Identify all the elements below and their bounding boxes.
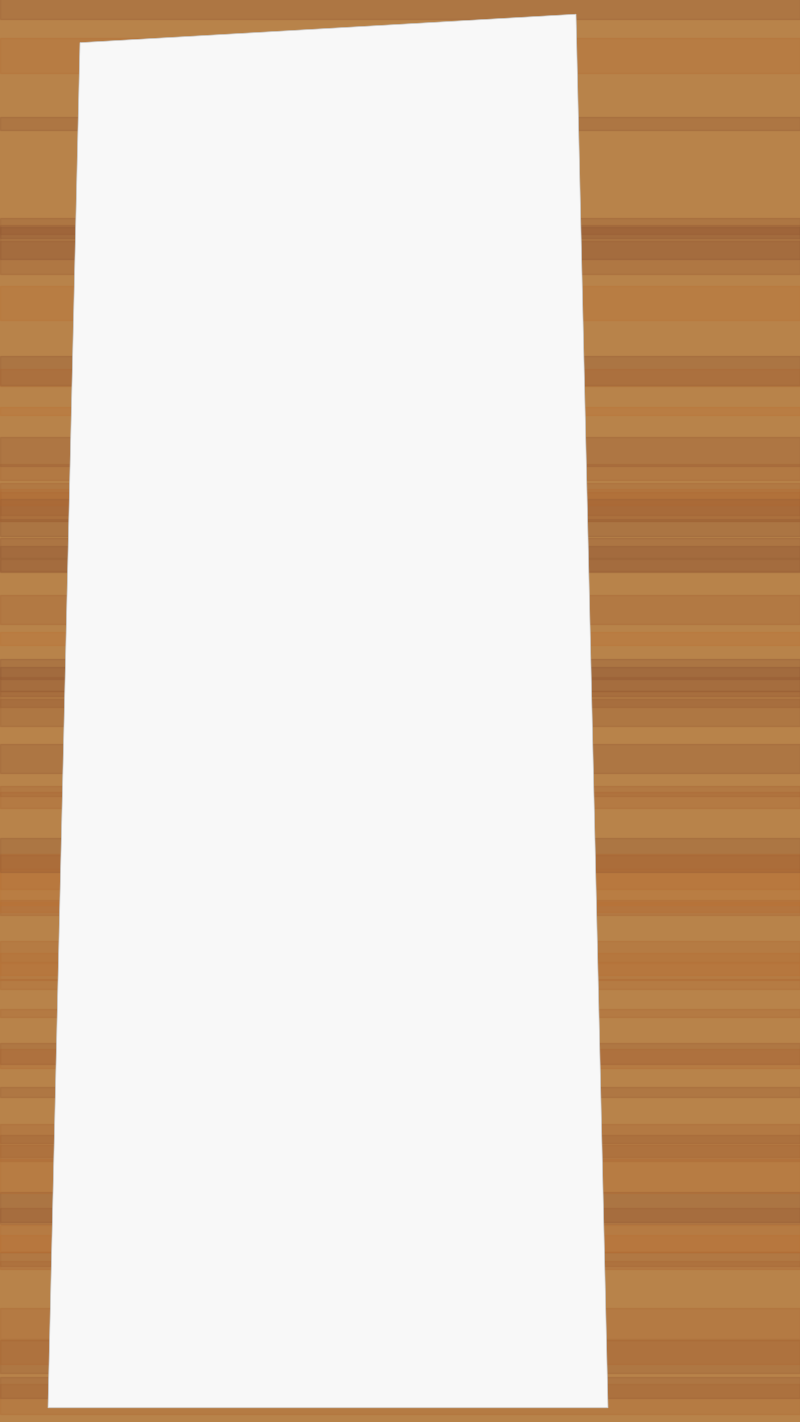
Text: e)  $m\angle XVT$ = __________: e) $m\angle XVT$ = __________ xyxy=(112,1229,264,1246)
Bar xyxy=(0,1251,800,1266)
Text: d)  $m\angle XTV$ = __________: d) $m\angle XTV$ = __________ xyxy=(323,1165,475,1182)
Bar xyxy=(0,1049,800,1068)
Text: $m\angle 2=4x-2$: $m\angle 2=4x-2$ xyxy=(387,0,473,3)
Text: 2: 2 xyxy=(175,528,183,540)
Bar xyxy=(0,1340,800,1364)
Bar xyxy=(0,691,800,727)
Text: 12: 12 xyxy=(190,198,206,210)
Bar xyxy=(0,1209,800,1224)
Text: 118°: 118° xyxy=(117,290,147,304)
Bar xyxy=(0,242,800,274)
Text: 2: 2 xyxy=(512,306,520,319)
Text: b)  $m\angle VWX$ = __________: b) $m\angle VWX$ = __________ xyxy=(323,1102,480,1119)
Bar xyxy=(0,870,800,904)
Text: S: S xyxy=(91,985,102,1001)
Text: $2x-12$: $2x-12$ xyxy=(290,198,338,210)
Bar xyxy=(0,1042,800,1064)
Text: 9): 9) xyxy=(96,111,109,124)
Bar xyxy=(0,1088,800,1096)
Bar xyxy=(0,286,800,320)
Bar xyxy=(0,1135,800,1143)
Text: $x+3$: $x+3$ xyxy=(230,665,262,678)
Bar xyxy=(0,855,800,869)
Text: U: U xyxy=(179,772,190,785)
Bar xyxy=(0,1159,800,1193)
Bar xyxy=(0,1008,800,1017)
Bar xyxy=(0,1308,800,1340)
Bar xyxy=(0,228,800,259)
Bar xyxy=(0,546,800,557)
Bar xyxy=(0,744,800,774)
Bar xyxy=(0,539,800,572)
Bar xyxy=(0,483,800,515)
Bar xyxy=(0,117,800,131)
Bar xyxy=(0,964,800,980)
Bar xyxy=(0,225,800,239)
Text: V: V xyxy=(334,988,345,1004)
Bar xyxy=(0,667,800,691)
Text: $m\angle 2=13x+3$: $m\angle 2=13x+3$ xyxy=(333,266,427,280)
Bar xyxy=(0,785,800,796)
Text: a)  SU = __________: a) SU = __________ xyxy=(112,1102,231,1115)
Bar xyxy=(0,1340,800,1374)
Bar xyxy=(0,1384,800,1413)
Text: T: T xyxy=(568,985,578,1001)
Bar xyxy=(0,519,800,536)
Text: $m\angle 2=12x+4$: $m\angle 2=12x+4$ xyxy=(157,169,251,183)
Bar xyxy=(0,792,800,808)
Text: 68°: 68° xyxy=(358,213,381,226)
Text: 11): 11) xyxy=(102,203,123,216)
Bar xyxy=(0,464,800,479)
Text: c)  $m\angle WVX$ = __________: c) $m\angle WVX$ = __________ xyxy=(112,1165,267,1182)
Bar xyxy=(0,499,800,520)
Text: Find each of the following:: Find each of the following: xyxy=(80,1039,256,1052)
Text: 50°: 50° xyxy=(304,946,326,958)
Bar xyxy=(0,0,800,18)
Text: $3x+1$: $3x+1$ xyxy=(97,860,137,873)
Bar xyxy=(0,218,800,235)
Bar xyxy=(0,633,800,644)
Bar xyxy=(0,677,800,695)
Text: X: X xyxy=(486,785,497,799)
Bar xyxy=(0,902,800,913)
Bar xyxy=(0,1260,800,1268)
Bar xyxy=(0,594,800,624)
Bar xyxy=(0,1125,800,1156)
Text: 146°: 146° xyxy=(304,462,334,475)
Bar xyxy=(0,940,800,963)
Bar xyxy=(0,1224,800,1251)
Bar xyxy=(0,978,800,988)
Bar xyxy=(0,438,800,466)
Text: $(40-y)°$: $(40-y)°$ xyxy=(346,943,401,960)
Text: 2: 2 xyxy=(480,87,488,100)
Bar xyxy=(0,357,800,385)
Bar xyxy=(0,368,800,387)
Bar xyxy=(0,698,800,707)
Bar xyxy=(0,855,800,889)
Bar xyxy=(0,38,800,73)
Text: $(4y)°$: $(4y)°$ xyxy=(342,594,374,611)
Bar xyxy=(0,1146,800,1162)
Bar xyxy=(0,1234,800,1251)
Bar xyxy=(0,900,800,914)
Text: 13): 13) xyxy=(93,529,114,542)
Bar xyxy=(0,408,800,415)
Bar xyxy=(0,492,800,505)
Bar xyxy=(0,1192,800,1221)
Bar xyxy=(0,839,800,872)
Text: W: W xyxy=(327,529,345,545)
Text: 12): 12) xyxy=(310,296,331,309)
Bar xyxy=(0,660,800,678)
Bar xyxy=(0,953,800,975)
Bar xyxy=(0,559,800,570)
Text: 10): 10) xyxy=(352,28,373,41)
Bar xyxy=(0,1376,800,1398)
Bar xyxy=(0,489,800,522)
